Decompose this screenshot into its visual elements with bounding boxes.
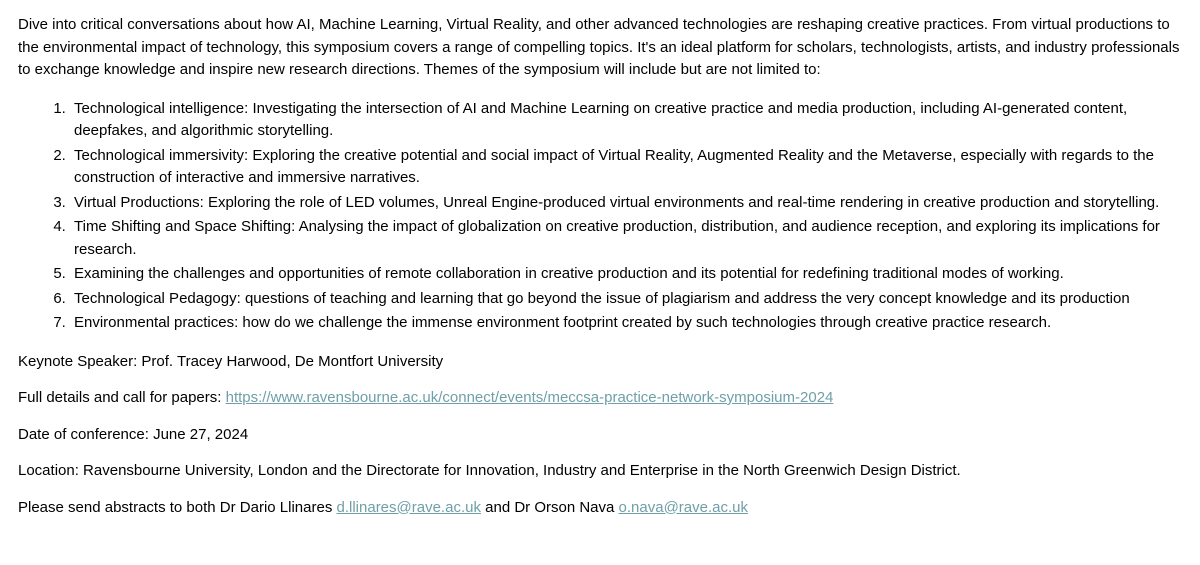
keynote-line: Keynote Speaker: Prof. Tracey Harwood, D…	[18, 351, 1182, 374]
call-label: Full details and call for papers:	[18, 389, 226, 406]
call-for-papers-link[interactable]: https://www.ravensbourne.ac.uk/connect/e…	[226, 389, 834, 406]
abstracts-text-pre: Please send abstracts to both Dr Dario L…	[18, 499, 337, 516]
themes-list: Technological intelligence: Investigatin…	[18, 98, 1182, 335]
theme-item: Virtual Productions: Exploring the role …	[70, 192, 1182, 215]
date-line: Date of conference: June 27, 2024	[18, 424, 1182, 447]
intro-paragraph: Dive into critical conversations about h…	[18, 14, 1182, 82]
call-for-papers-line: Full details and call for papers: https:…	[18, 387, 1182, 410]
abstracts-line: Please send abstracts to both Dr Dario L…	[18, 497, 1182, 520]
location-line: Location: Ravensbourne University, Londo…	[18, 460, 1182, 483]
theme-item: Technological intelligence: Investigatin…	[70, 98, 1182, 143]
email-link-2[interactable]: o.nava@rave.ac.uk	[619, 499, 748, 516]
theme-item: Technological immersivity: Exploring the…	[70, 145, 1182, 190]
theme-item: Environmental practices: how do we chall…	[70, 312, 1182, 335]
email-link-1[interactable]: d.llinares@rave.ac.uk	[337, 499, 481, 516]
theme-item: Time Shifting and Space Shifting: Analys…	[70, 216, 1182, 261]
abstracts-text-mid: and Dr Orson Nava	[481, 499, 619, 516]
theme-item: Technological Pedagogy: questions of tea…	[70, 288, 1182, 311]
theme-item: Examining the challenges and opportuniti…	[70, 263, 1182, 286]
